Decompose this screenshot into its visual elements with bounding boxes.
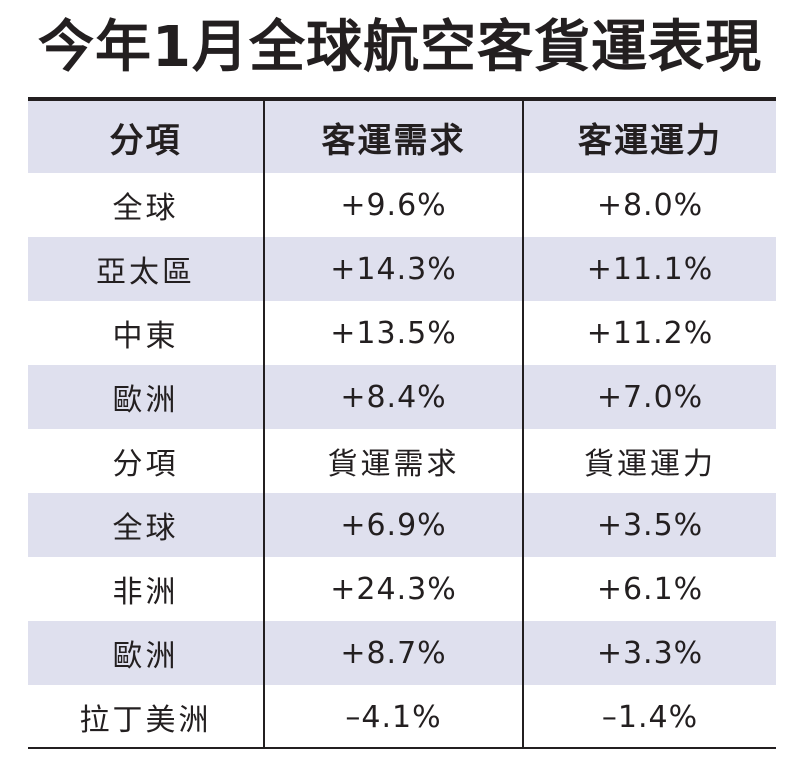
- table-cell: +9.6%: [263, 173, 523, 237]
- row-label: 亞太區: [96, 255, 195, 290]
- row-label: 全球: [112, 191, 179, 226]
- row-label: 中東: [112, 319, 179, 354]
- table-cell: +11.2%: [522, 301, 776, 365]
- table-row: 歐洲 +8.4% +7.0%: [28, 365, 776, 429]
- table-row: 拉丁美洲 –4.1% –1.4%: [28, 685, 776, 749]
- table-row: 全球 +6.9% +3.5%: [28, 493, 776, 557]
- table-cell: +3.5%: [522, 493, 776, 557]
- table-cell: +13.5%: [263, 301, 523, 365]
- table-row: 亞太區 +14.3% +11.1%: [28, 237, 776, 301]
- table-cell: +24.3%: [263, 557, 523, 621]
- table-cell: +11.1%: [522, 237, 776, 301]
- data-table: 分項 客運需求 客運運力 全球 +9.6% +8.0% 亞太區 +14.3% +…: [28, 101, 776, 749]
- row-label: 歐洲: [112, 383, 179, 418]
- header-row: 分項 客運需求 客運運力: [28, 101, 776, 173]
- subheader-cell-cargo-capacity: 貨運運力: [522, 429, 776, 493]
- header-cell-passenger-demand: 客運需求: [263, 101, 523, 173]
- subheader-row: 分項 貨運需求 貨運運力: [28, 429, 776, 493]
- table-title: 今年1月全球航空客貨運表現: [38, 15, 762, 80]
- subheader-cell-cargo-demand: 貨運需求: [263, 429, 523, 493]
- table-cell: +8.4%: [263, 365, 523, 429]
- row-label: 全球: [112, 511, 179, 546]
- table-row: 全球 +9.6% +8.0%: [28, 173, 776, 237]
- table-cell: –4.1%: [263, 685, 523, 749]
- table-row: 中東 +13.5% +11.2%: [28, 301, 776, 365]
- top-rule: [28, 97, 776, 101]
- row-label: 歐洲: [112, 639, 179, 674]
- bottom-rule: [28, 747, 776, 749]
- header-cell-passenger-capacity: 客運運力: [522, 101, 776, 173]
- table-cell: –1.4%: [522, 685, 776, 749]
- table-cell: +8.0%: [522, 173, 776, 237]
- row-label: 非洲: [112, 575, 179, 610]
- table-row: 非洲 +24.3% +6.1%: [28, 557, 776, 621]
- row-label: 拉丁美洲: [79, 703, 212, 738]
- table-cell: +6.9%: [263, 493, 523, 557]
- subheader-cell-category: 分項: [112, 447, 179, 482]
- table-cell: +8.7%: [263, 621, 523, 685]
- table-cell: +6.1%: [522, 557, 776, 621]
- table-cell: +14.3%: [263, 237, 523, 301]
- table-cell: +7.0%: [522, 365, 776, 429]
- table-cell: +3.3%: [522, 621, 776, 685]
- header-cell-category: 分項: [109, 120, 182, 161]
- table-row: 歐洲 +8.7% +3.3%: [28, 621, 776, 685]
